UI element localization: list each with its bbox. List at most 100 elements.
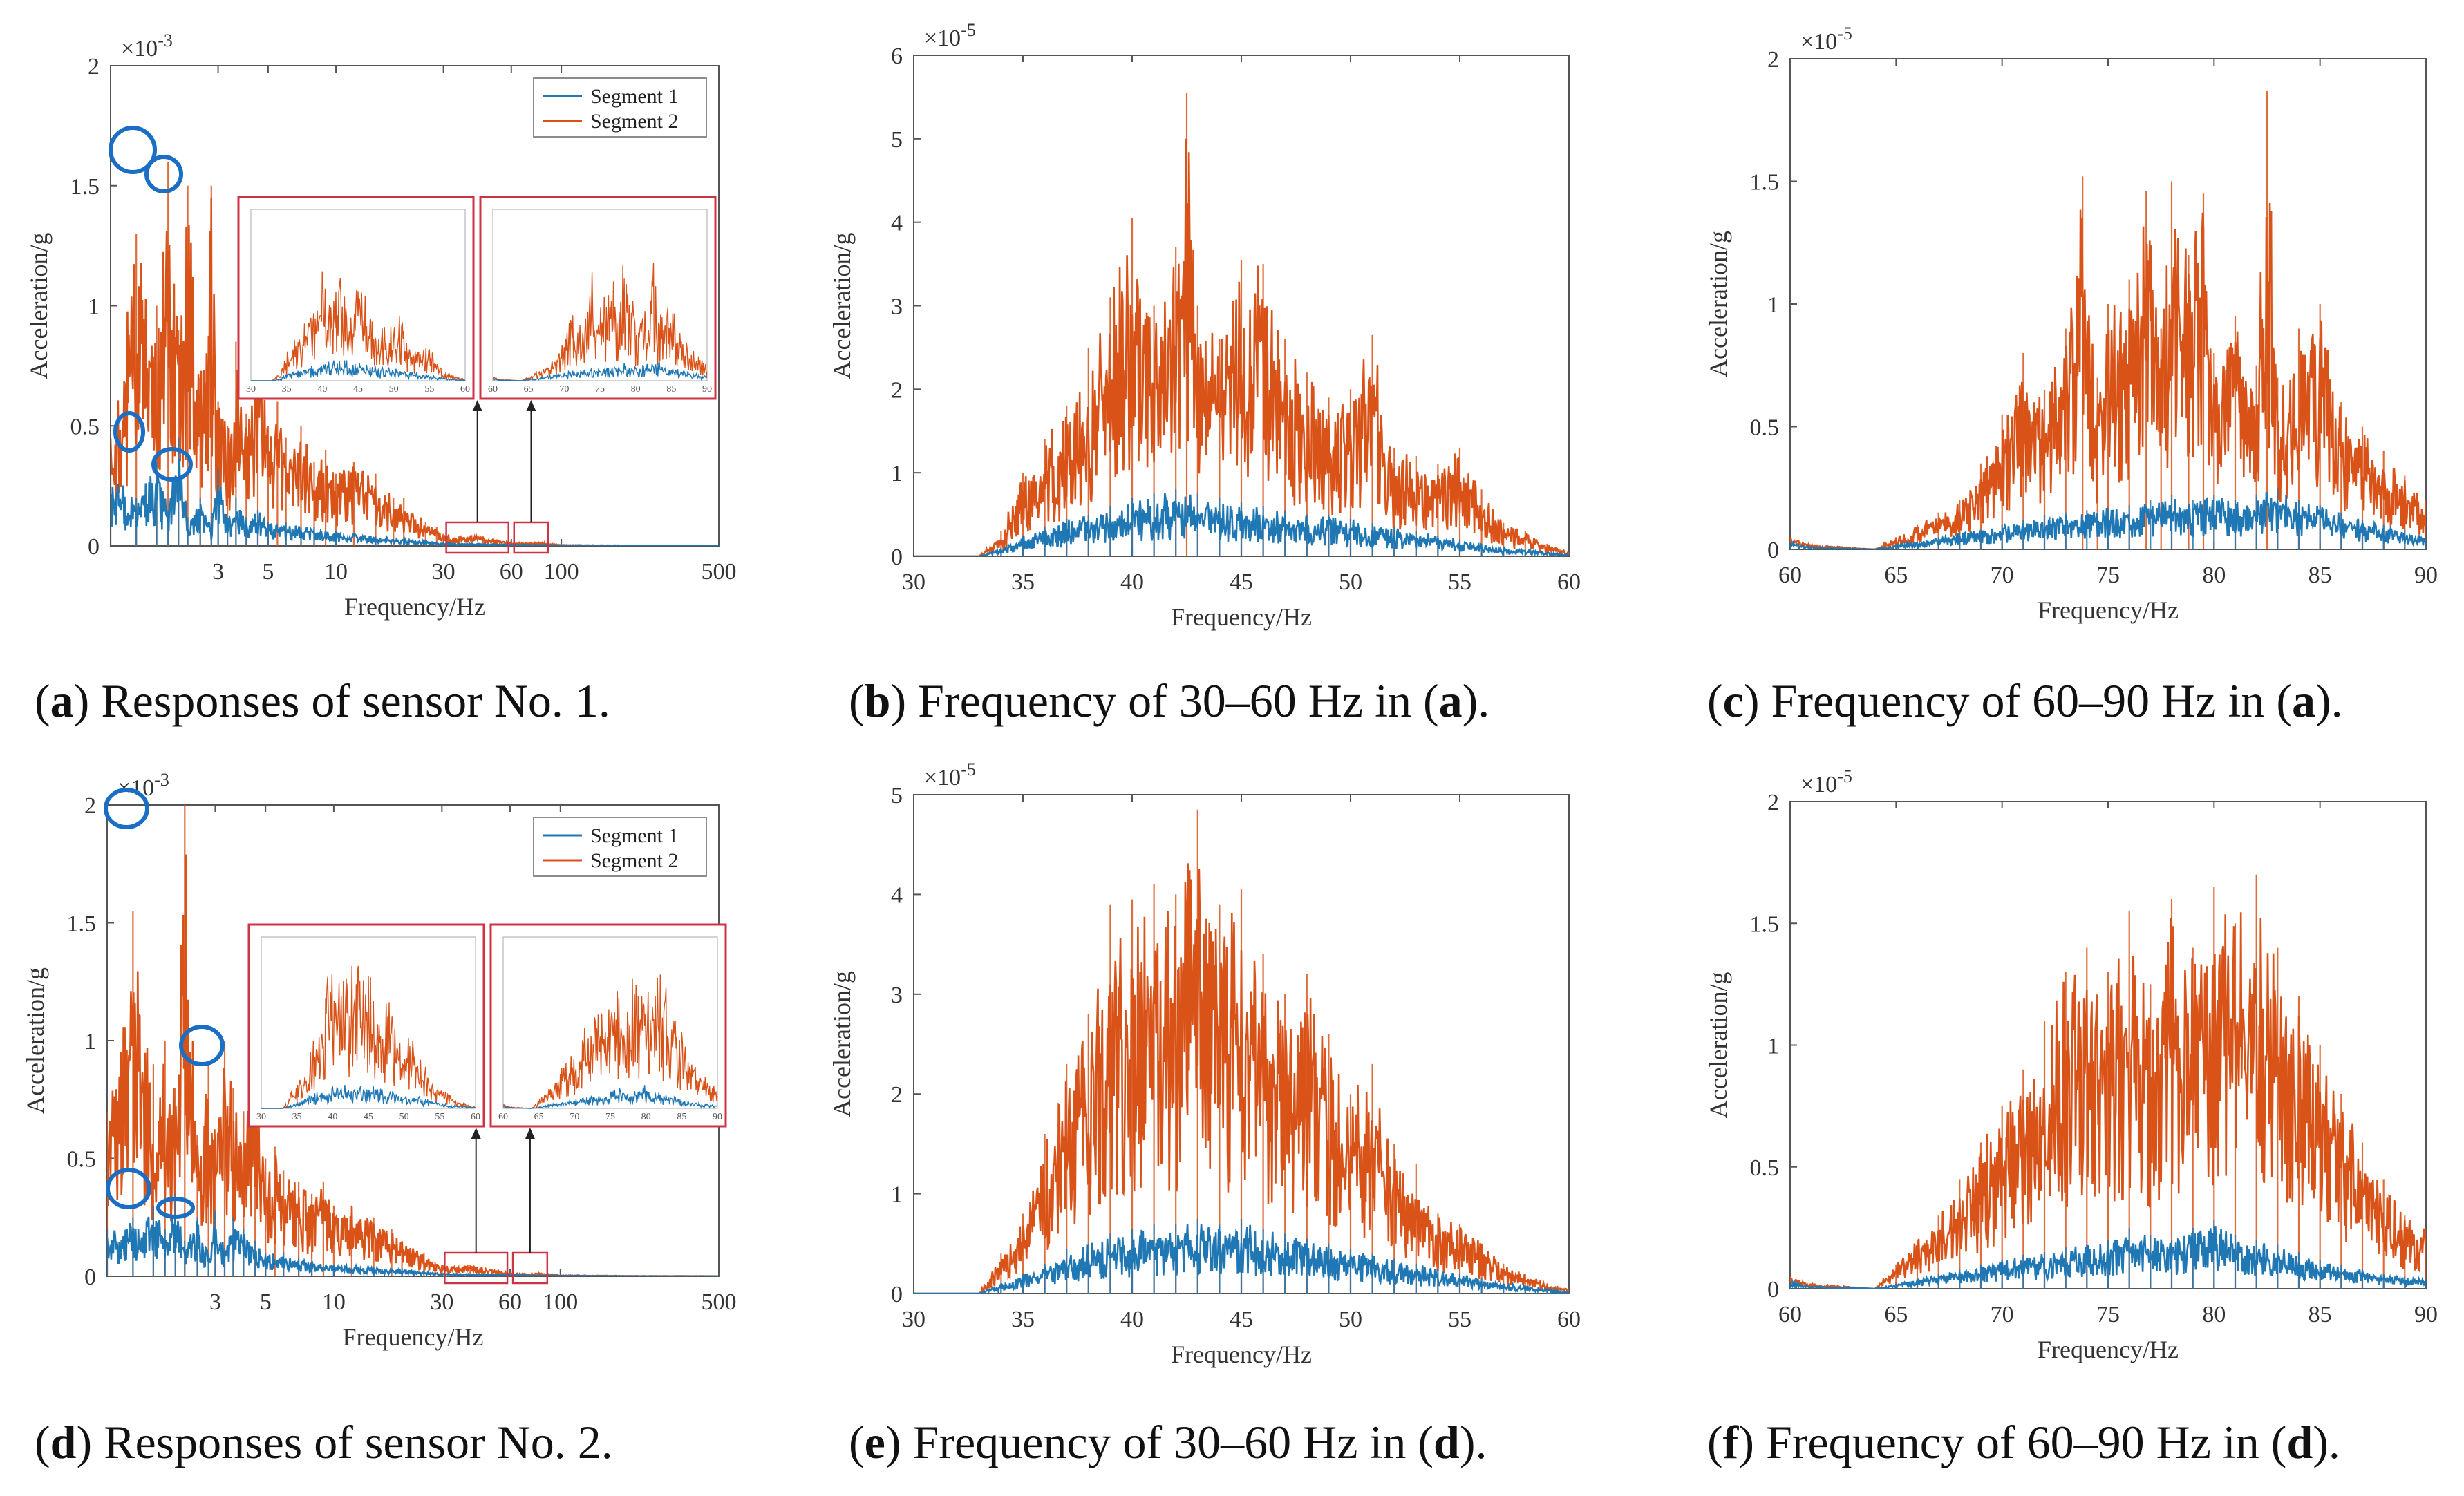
peak-annotation-circle (113, 411, 145, 453)
series-peaks-segment-2 (1790, 874, 2426, 1289)
y-tick-label: 0.5 (1750, 415, 1780, 441)
x-tick-label: 40 (1120, 1307, 1144, 1332)
caption-f-ref: d (2286, 1416, 2313, 1468)
x-tick-label: 100 (544, 559, 579, 585)
x-tick-label: 3 (209, 1289, 221, 1315)
peak-annotation-circle (179, 1025, 225, 1066)
x-axis-label: Frequency/Hz (2038, 1336, 2179, 1363)
peak-annotation-circle (151, 447, 193, 482)
caption-b: (b) Frequency of 30–60 Hz in (a). (849, 674, 1490, 727)
y-tick-label: 1.5 (1750, 170, 1780, 196)
x-tick-label: 30 (430, 1289, 453, 1315)
zoom-arrowhead (472, 400, 482, 411)
y-tick-label: 4 (891, 211, 903, 236)
y-tick-label: 1 (1767, 1034, 1779, 1059)
y-exponent-power: -5 (961, 20, 976, 40)
caption-b-pre: Frequency of 30–60 Hz in ( (918, 674, 1439, 727)
x-tick-label: 60 (498, 1289, 522, 1315)
caption-a-letter: a (50, 674, 74, 727)
y-exponent-power: -3 (154, 770, 169, 790)
y-tick-label: 3 (891, 294, 903, 320)
y-tick-label: 0.5 (67, 1147, 97, 1173)
y-exponent-power: -5 (1837, 23, 1852, 44)
inset-x-tick: 85 (677, 1112, 686, 1122)
inset-x-tick: 90 (702, 384, 712, 395)
x-tick-label: 70 (1991, 1302, 2014, 1327)
inset-axes (492, 209, 708, 381)
legend-box (533, 817, 707, 877)
x-tick-label: 80 (2202, 562, 2226, 588)
inset-x-tick: 80 (641, 1112, 651, 1122)
y-exponent-label: ×10-5 (1800, 766, 1852, 797)
inset-x-tick: 90 (713, 1112, 722, 1122)
y-exponent-label: ×10-5 (924, 759, 976, 790)
y-axis-label: Acceleration/g (828, 971, 856, 1117)
inset-x-tick: 65 (524, 384, 534, 395)
y-tick-label: 6 (891, 44, 903, 69)
x-tick-label: 60 (1778, 562, 1802, 588)
caption-b-letter: b (864, 674, 891, 727)
x-tick-label: 3 (212, 559, 224, 585)
y-tick-label: 1 (891, 1182, 903, 1208)
inset-x-tick: 35 (282, 384, 292, 395)
caption-c-pre: Frequency of 60–90 Hz in ( (1771, 674, 2292, 727)
series-peaks-segment-1 (111, 437, 719, 546)
caption-a: (a) Responses of sensor No. 1. (35, 674, 610, 727)
x-tick-label: 85 (2308, 1302, 2332, 1327)
x-tick-label: 60 (1557, 569, 1581, 595)
y-tick-label: 1.5 (67, 911, 97, 937)
x-tick-label: 50 (1339, 1307, 1362, 1332)
series-peaks-segment-2 (1790, 91, 2426, 549)
x-tick-label: 60 (1557, 1307, 1581, 1332)
y-tick-label: 2 (84, 793, 96, 819)
caption-f-pre: Frequency of 60–90 Hz in ( (1765, 1416, 2287, 1468)
y-exponent-label: ×10-5 (1800, 23, 1852, 55)
caption-b-ref: a (1438, 674, 1463, 727)
inset-series-line (251, 360, 466, 381)
x-tick-label: 30 (902, 1307, 925, 1332)
zoom-arrowhead (471, 1128, 481, 1139)
y-exponent-power: -3 (158, 30, 173, 50)
series-peaks-segment-1 (1790, 488, 2426, 549)
inset-x-tick: 70 (570, 1112, 579, 1122)
y-tick-label: 4 (891, 882, 903, 908)
x-tick-label: 55 (1448, 569, 1471, 595)
y-exponent-label: ×10-3 (121, 30, 173, 61)
x-axis-label: Frequency/Hz (344, 593, 485, 621)
x-tick-label: 80 (2202, 1302, 2226, 1327)
series-peaks-segment-2 (1000, 809, 1569, 1294)
y-axis-label: Acceleration/g (1704, 972, 1732, 1119)
legend-label: Segment 2 (590, 110, 679, 133)
series-peaks-segment-1 (107, 1193, 719, 1276)
inset-frame (479, 196, 717, 400)
x-axis-label: Frequency/Hz (1171, 603, 1312, 631)
caption-e: (e) Frequency of 30–60 Hz in (d). (849, 1416, 1487, 1468)
inset-series-line (502, 974, 718, 1109)
x-tick-label: 45 (1230, 1307, 1253, 1332)
panel-d: 3 5 10 30 60 100 50000.511.52×10-3Frequency/Hz… (21, 770, 737, 1351)
inset-d-2: 60 65 70 75 80 85 90 (489, 923, 727, 1128)
y-exponent-power: -5 (961, 759, 976, 779)
y-tick-label: 1 (84, 1029, 96, 1054)
y-tick-label: 1.5 (70, 174, 100, 200)
caption-d-letter: d (50, 1416, 77, 1468)
inset-x-tick: 45 (364, 1112, 373, 1122)
panel-e: 30 35 40 45 50 55 60012345×10-5Frequency/HzAcc… (828, 759, 1581, 1368)
inset-series-line (492, 361, 708, 381)
caption-e-pre: Frequency of 30–60 Hz in ( (912, 1416, 1433, 1468)
series-peaks-segment-1 (1790, 1220, 2426, 1289)
y-tick-label: 3 (891, 983, 903, 1008)
caption-d: (d) Responses of sensor No. 2. (35, 1416, 613, 1468)
inset-x-tick: 65 (534, 1112, 544, 1122)
inset-x-tick: 35 (292, 1112, 302, 1122)
caption-b-post: ). (1462, 674, 1490, 727)
inset-axes (250, 209, 466, 381)
x-tick-label: 55 (1448, 1307, 1471, 1332)
y-tick-label: 0 (1767, 538, 1779, 563)
series-peaks-segment-1 (1000, 489, 1569, 556)
legend-box (533, 77, 707, 138)
peak-annotation-circle (144, 155, 183, 193)
peak-annotation-circle (106, 1168, 151, 1209)
y-tick-label: 2 (891, 377, 903, 403)
